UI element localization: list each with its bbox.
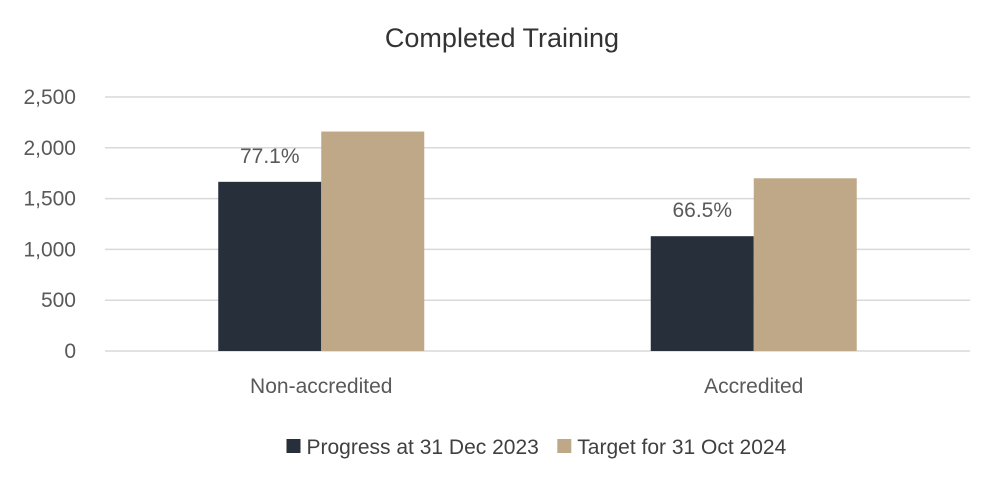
legend-label: Progress at 31 Dec 2023 (307, 436, 539, 459)
y-tick-label: 2,500 (23, 86, 76, 109)
bar (218, 181, 322, 351)
data-label: 66.5% (672, 199, 732, 222)
y-tick-label: 2,000 (23, 137, 76, 160)
bar (753, 178, 857, 351)
legend-swatch (557, 439, 572, 453)
data-labels: 77.1% 66.5% (240, 145, 732, 222)
bars (218, 131, 857, 351)
y-tick-label: 1,000 (23, 238, 76, 261)
data-label: 77.1% (240, 145, 300, 168)
x-category-label: Accredited (704, 375, 803, 398)
legend-label: Target for 31 Oct 2024 (577, 436, 786, 459)
y-axis-ticks: 0 500 1,000 1,500 2,000 2,500 (23, 86, 76, 363)
x-category-label: Non-accredited (250, 375, 392, 398)
legend: Progress at 31 Dec 2023 Target for 31 Oct… (286, 436, 787, 459)
y-tick-label: 0 (64, 340, 76, 363)
y-tick-label: 1,500 (23, 188, 76, 211)
x-axis-categories: Non-accredited Accredited (250, 375, 803, 398)
y-tick-label: 500 (41, 289, 76, 312)
bar (321, 131, 425, 351)
bar (650, 236, 754, 351)
chart-title: Completed Training (385, 23, 619, 53)
legend-swatch (286, 439, 301, 453)
